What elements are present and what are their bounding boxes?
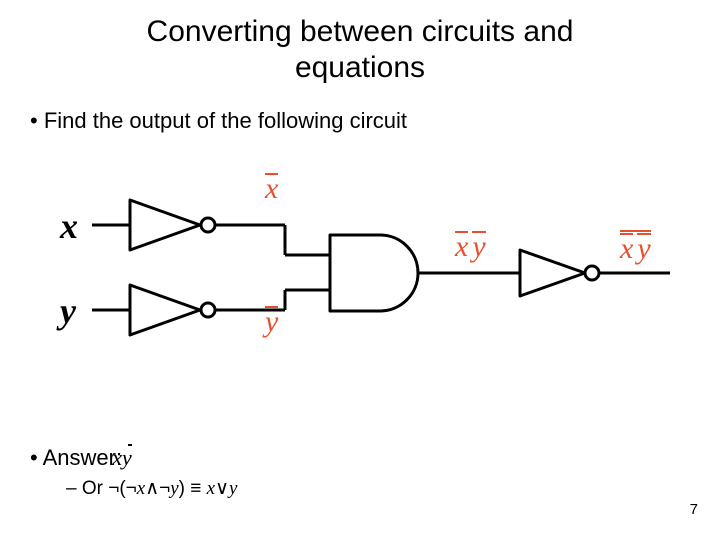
title-line2: equations: [295, 51, 425, 84]
input-y-label: y: [60, 290, 76, 332]
prompt-text: Find the output of the following circuit: [44, 108, 407, 133]
circuit-svg: [80, 190, 680, 390]
and-output-label: xy: [455, 230, 486, 264]
answer-expr: xy: [128, 445, 132, 471]
final-output-label: xy: [620, 230, 651, 266]
not-y-output-label: y: [265, 305, 278, 339]
not-x-output-label: x: [265, 172, 278, 206]
answer-bullet: Answer: xy: [16, 423, 720, 471]
answer-or-bullet: Or ¬(¬x∧¬y) ≡ x∨y: [0, 471, 720, 500]
answer-block: Answer: xy Or ¬(¬x∧¬y) ≡ x∨y: [0, 423, 720, 500]
circuit-diagram: x y x y xy xy: [80, 190, 680, 390]
input-x-label: x: [60, 205, 78, 247]
slide-title: Converting between circuits and equation…: [0, 0, 720, 86]
answer-or: Or ¬(¬x∧¬y) ≡ x∨y: [82, 478, 238, 499]
prompt-bullet: Find the output of the following circuit: [16, 86, 720, 134]
title-line1: Converting between circuits and: [147, 15, 574, 48]
page-number: 7: [690, 501, 698, 518]
